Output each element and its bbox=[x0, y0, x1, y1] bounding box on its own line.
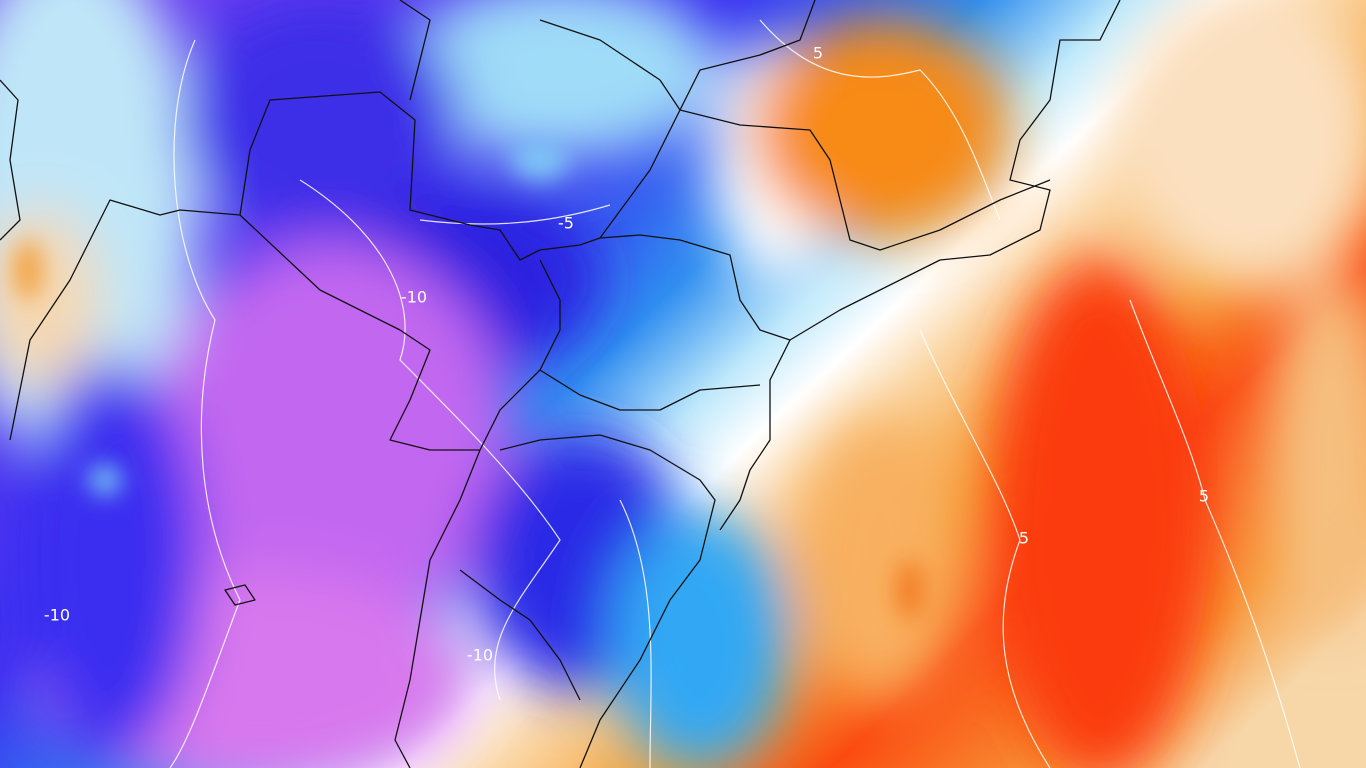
border bbox=[394, 449, 481, 768]
border bbox=[719, 0, 1121, 531]
contour-lines bbox=[169, 19, 1301, 768]
border bbox=[539, 369, 761, 411]
contour-label: -10 bbox=[44, 606, 70, 625]
political-borders bbox=[0, 0, 1121, 768]
contour-label: 5 bbox=[1019, 529, 1029, 548]
contour-label: 5 bbox=[1199, 487, 1209, 506]
contour-line bbox=[299, 179, 561, 701]
contour-label: -10 bbox=[467, 646, 493, 665]
contour-labels: 5 -5 -10 -10 -10 5 5 bbox=[44, 44, 1209, 665]
border bbox=[0, 79, 21, 241]
border bbox=[459, 569, 581, 701]
contour-line bbox=[759, 19, 1001, 221]
border bbox=[224, 584, 256, 606]
border bbox=[679, 109, 1051, 251]
border bbox=[399, 0, 431, 101]
contour-label: -10 bbox=[401, 288, 427, 307]
border bbox=[239, 214, 561, 451]
border bbox=[9, 91, 791, 441]
contour-line bbox=[1129, 299, 1301, 768]
contour-line bbox=[169, 39, 241, 768]
contour-line bbox=[419, 204, 611, 225]
border bbox=[539, 19, 681, 239]
border bbox=[499, 434, 716, 768]
anomaly-detail bbox=[14, 140, 924, 620]
contour-line bbox=[619, 499, 652, 768]
contour-label: -5 bbox=[558, 214, 574, 233]
border bbox=[679, 0, 816, 111]
contour-label: 5 bbox=[813, 44, 823, 63]
contour-line bbox=[919, 329, 1051, 768]
